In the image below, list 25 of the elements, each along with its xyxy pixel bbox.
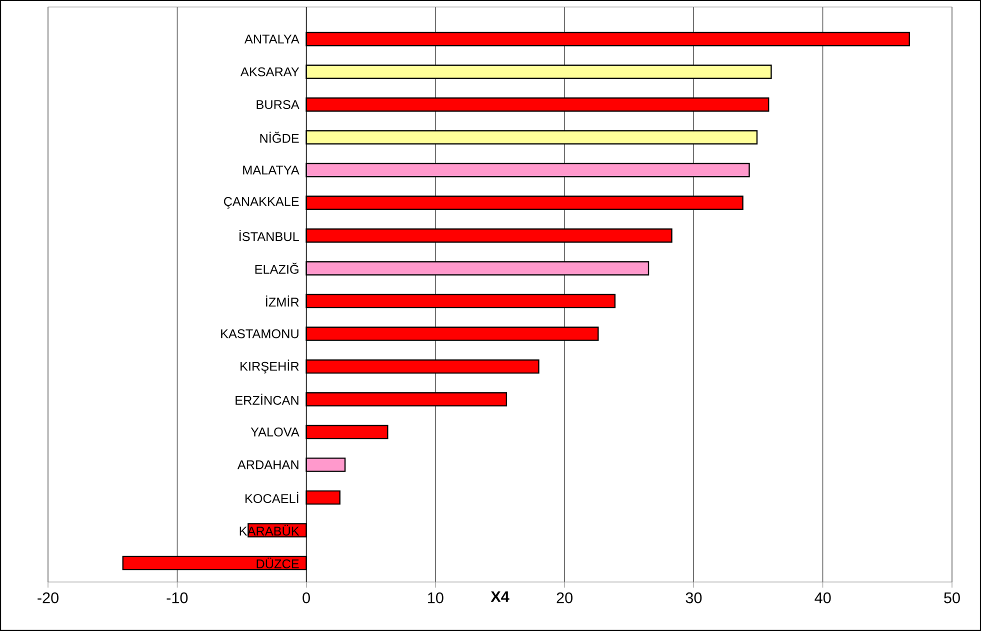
y-tick-label: ARDAHAN — [237, 460, 298, 470]
y-tick-label: ELAZIĞ — [255, 262, 298, 274]
x-tick-label: 20 — [556, 592, 572, 604]
x-tick-label: -20 — [38, 592, 58, 604]
y-tick-label: KIRŞEHİR — [240, 360, 299, 374]
y-tick-label: ERZİNCAN — [236, 394, 298, 405]
x-tick-label: 30 — [686, 592, 702, 604]
x-tick-label: 0 — [302, 592, 310, 604]
x-axis-title: X4 — [490, 591, 510, 602]
y-tick-label: YALOVA — [250, 428, 300, 436]
x-tick-label: 50 — [944, 592, 960, 604]
x-tick-label: -10 — [166, 592, 188, 604]
y-tick-label: KOCAELİ — [245, 492, 298, 504]
y-tick-label: İZMİR — [266, 296, 299, 307]
y-tick-label: İSTANBUL — [240, 230, 299, 242]
y-tick-label: ANTALYA — [244, 34, 300, 44]
y-tick-label: AKSARAY — [240, 67, 300, 76]
y-tick-label: NİĞDE — [260, 132, 299, 143]
x-tick-label: 40 — [814, 592, 831, 604]
x-tick-label: 10 — [428, 592, 444, 604]
y-tick-label: ÇANAKKALE — [224, 197, 299, 209]
y-tick-label: DÜZCE — [256, 558, 299, 568]
y-tick-label: MALATYA — [243, 166, 300, 174]
y-tick-label: BURSA — [256, 100, 300, 110]
y-tick-label: KASTAMONU — [221, 329, 298, 338]
